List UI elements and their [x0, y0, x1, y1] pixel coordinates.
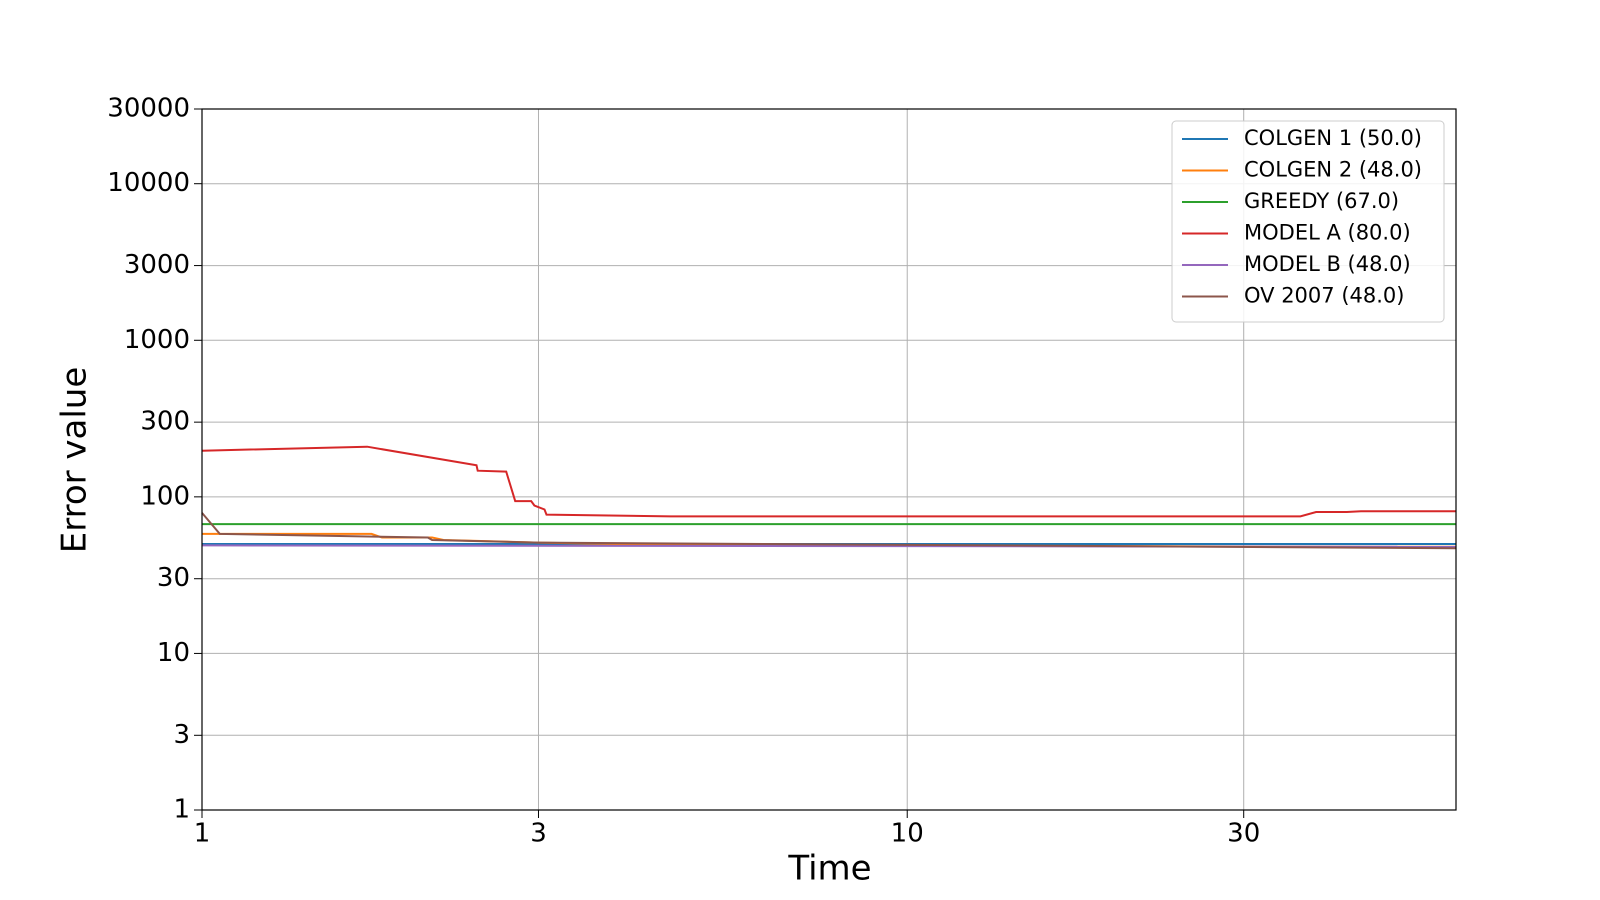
y-tick-label: 10000 — [107, 168, 190, 198]
series-line — [201, 512, 1457, 550]
legend-label: COLGEN 2 (48.0) — [1244, 158, 1422, 182]
x-tick-label: 10 — [891, 819, 924, 849]
y-axis-label: Error value — [55, 367, 95, 554]
x-tick-label: 3 — [530, 819, 547, 849]
x-axis-label: Time — [787, 849, 871, 889]
legend-label: OV 2007 (48.0) — [1244, 284, 1404, 308]
plot-frame — [201, 108, 1457, 811]
y-tick-label: 300 — [140, 407, 190, 437]
x-tick-label: 1 — [194, 819, 211, 849]
series-line — [201, 445, 1456, 518]
y-tick-label: 1000 — [124, 325, 190, 355]
y-tick-label: 3000 — [124, 250, 190, 280]
y-tick-label: 30000 — [107, 94, 190, 124]
y-tick-label: 30 — [157, 563, 190, 593]
legend: COLGEN 1 (50.0) COLGEN 2 (48.0) GREEDY (67… — [1171, 120, 1445, 323]
y-tick-label: 10 — [157, 638, 190, 668]
legend-box — [1171, 120, 1445, 323]
x-tick-label: 30 — [1227, 819, 1260, 849]
y-tick-label: 3 — [173, 720, 190, 750]
y-tick-label: 1 — [173, 795, 190, 825]
legend-label: COLGEN 1 (50.0) — [1244, 126, 1422, 150]
y-tick-label: 100 — [140, 481, 190, 511]
legend-label: MODEL B (48.0) — [1244, 252, 1411, 276]
legend-label: MODEL A (80.0) — [1244, 221, 1411, 245]
legend-label: GREEDY (67.0) — [1244, 189, 1399, 213]
